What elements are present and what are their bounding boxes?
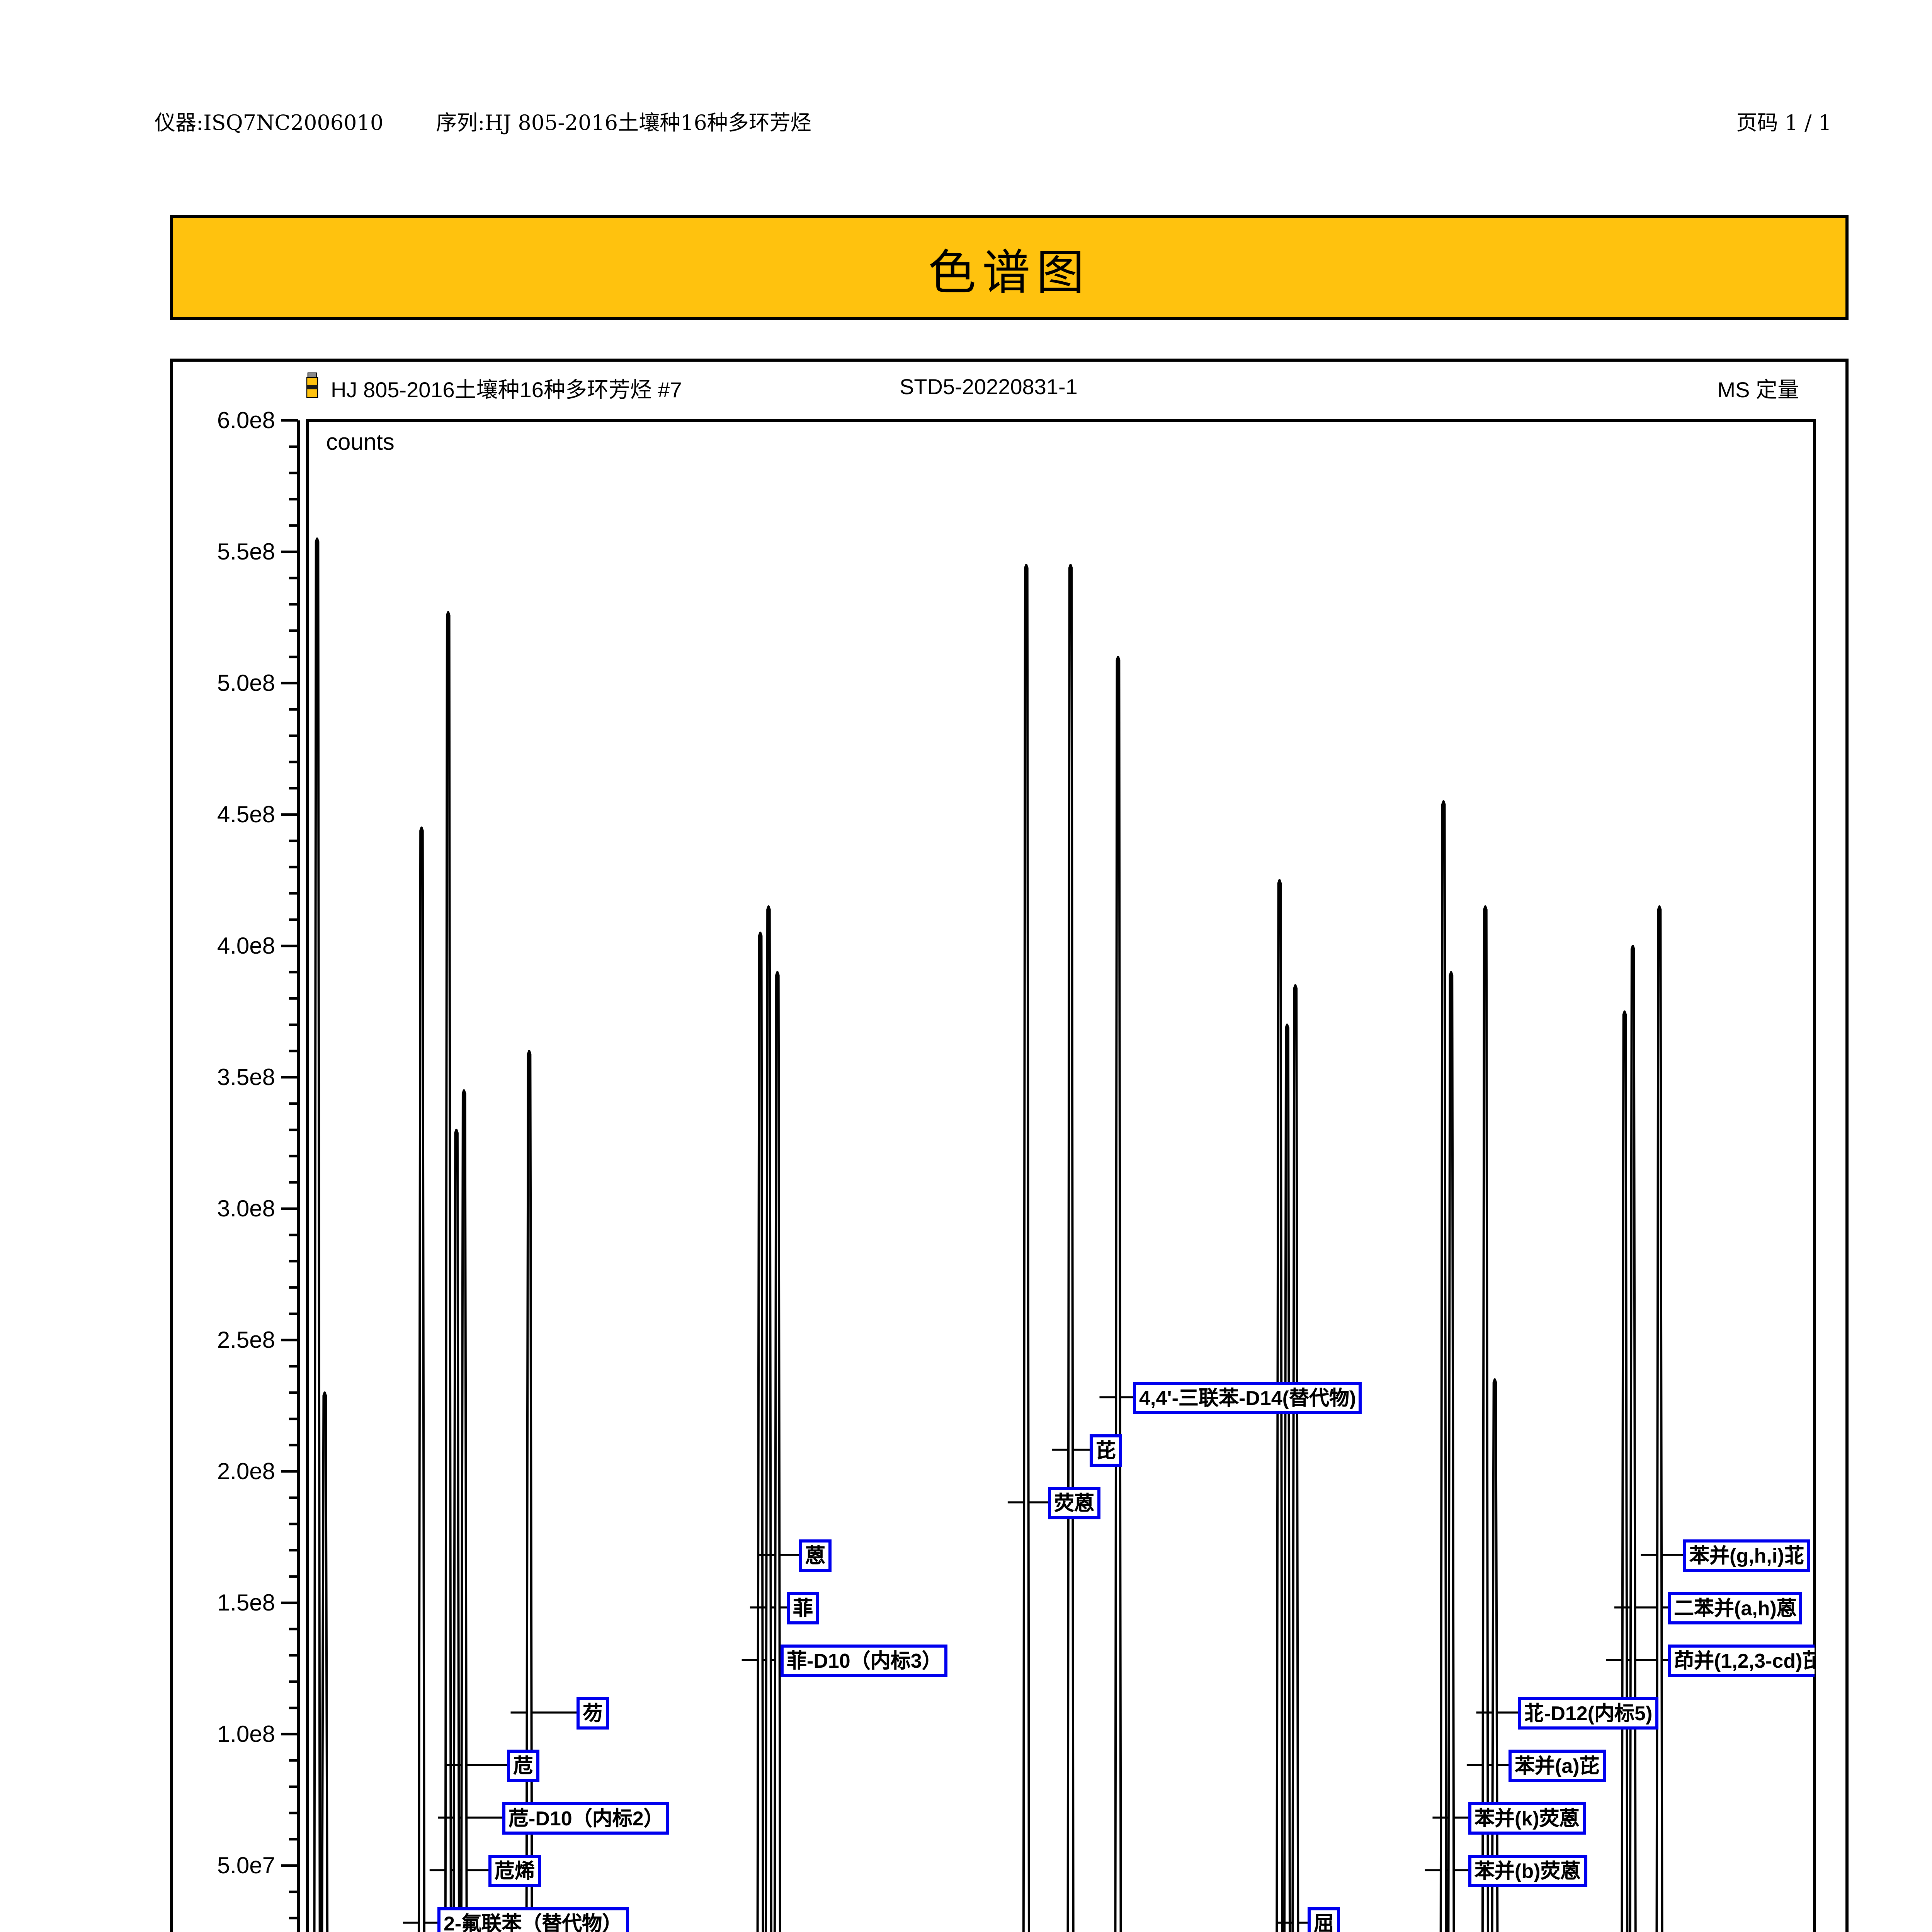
svg-text:2.0e8: 2.0e8 — [217, 1458, 275, 1484]
svg-text:5.0e8: 5.0e8 — [217, 670, 275, 696]
chart-title-row: HJ 805-2016土壤种16种多环芳烃 #7 STD5-20220831-1… — [173, 371, 1845, 405]
detector-mode: MS 定量 — [1717, 377, 1799, 402]
peak-label: 苯并(b)荧蒽 — [1468, 1855, 1587, 1887]
peak-label: 二苯并(a,h)蒽 — [1668, 1592, 1803, 1624]
peak-label: 菲 — [787, 1592, 820, 1624]
svg-text:5.5e8: 5.5e8 — [217, 539, 275, 565]
peak-label: 2-氟联苯（替代物） — [437, 1907, 629, 1932]
svg-text:5.0e7: 5.0e7 — [217, 1852, 275, 1878]
peak-label: 芴 — [577, 1697, 609, 1730]
svg-text:4.0e8: 4.0e8 — [217, 933, 275, 959]
peak-label: 苝-D12(内标5) — [1518, 1697, 1659, 1730]
svg-text:1.0e8: 1.0e8 — [217, 1721, 275, 1747]
sequence-label: 序列:HJ 805-2016土壤种16种多环芳烃 — [436, 111, 811, 136]
svg-text:1.5e8: 1.5e8 — [217, 1590, 275, 1616]
peak-label: 苯并(g,h,i)苝 — [1683, 1539, 1811, 1572]
svg-text:3.5e8: 3.5e8 — [217, 1064, 275, 1090]
peak-label: 4,4'-三联苯-D14(替代物) — [1133, 1382, 1362, 1414]
peak-label: 苊 — [507, 1750, 540, 1782]
plot-area: counts 萘-D8（内标1）萘2-氟联苯（替代物）苊烯苊-D10（内标2）苊… — [308, 420, 1815, 1932]
report-title: 色谱图 — [928, 245, 1090, 301]
svg-text:2.5e8: 2.5e8 — [217, 1327, 275, 1353]
peak-label: 苊-D10（内标2） — [502, 1802, 670, 1835]
sample-name: STD5-20220831-1 — [900, 374, 1078, 399]
instrument-label: 仪器:ISQ7NC2006010 — [155, 111, 384, 136]
peak-label: 芘 — [1090, 1434, 1122, 1467]
peak-label: 苊烯 — [488, 1855, 541, 1887]
report-title-banner: 色谱图 — [170, 215, 1849, 320]
vial-icon — [304, 372, 320, 399]
chromatogram-card: HJ 805-2016土壤种16种多环芳烃 #7 STD5-20220831-1… — [170, 359, 1849, 1932]
peak-label: 菲-D10（内标3） — [781, 1645, 948, 1677]
svg-text:3.0e8: 3.0e8 — [217, 1196, 275, 1221]
peak-label: 茚并(1,2,3-cd)芘 — [1668, 1645, 1815, 1677]
peak-label: 苯并(a)芘 — [1509, 1750, 1606, 1782]
svg-text:4.5e8: 4.5e8 — [217, 801, 275, 827]
axes-svg: 6.0e8 5.5e8 5.0e8 4.5e8 4.0e8 3.5e8 3.0e8 2.5e8… — [217, 407, 1816, 1932]
page-number: 页码 1 / 1 — [1736, 111, 1832, 136]
svg-text:6.0e8: 6.0e8 — [217, 407, 275, 433]
document-header: 仪器:ISQ7NC2006010 序列:HJ 805-2016土壤种16种多环芳烃… — [155, 105, 1832, 136]
peak-label: 屈 — [1308, 1907, 1340, 1932]
peak-label: 蒽 — [799, 1539, 832, 1572]
injection-title: HJ 805-2016土壤种16种多环芳烃 #7 — [331, 377, 682, 402]
y-axis-unit-label: counts — [326, 430, 395, 456]
peak-label: 苯并(k)荧蒽 — [1468, 1802, 1586, 1835]
peak-label: 荧蒽 — [1048, 1487, 1101, 1519]
